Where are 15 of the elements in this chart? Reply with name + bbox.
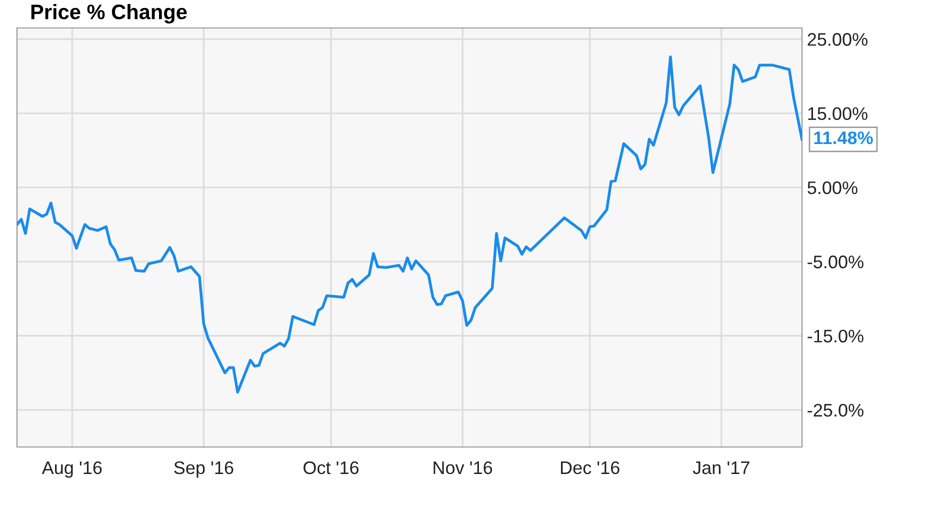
x-tick-label: Nov '16 <box>434 461 492 474</box>
y-tick-label: -25.0% <box>808 404 864 417</box>
y-tick-label: 15.00% <box>808 107 868 120</box>
x-tick-label: Aug '16 <box>42 461 102 478</box>
x-tick-label: Jan '17 <box>692 462 750 474</box>
y-tick-label: 25.00% <box>808 33 868 46</box>
annotation: 11.48% <box>814 131 873 144</box>
x-tick-label: Dec '16 <box>560 461 620 474</box>
y-tick-label: -5.00% <box>808 256 864 268</box>
line-series <box>17 56 802 394</box>
y-tick-label: 5.00% <box>808 181 858 194</box>
y-tick-label: -15.0% <box>808 330 864 342</box>
chart-title: Price % Change <box>31 4 187 24</box>
x-tick-label: Sep '16 <box>174 461 234 478</box>
x-tick-label: Oct '16 <box>304 461 359 474</box>
